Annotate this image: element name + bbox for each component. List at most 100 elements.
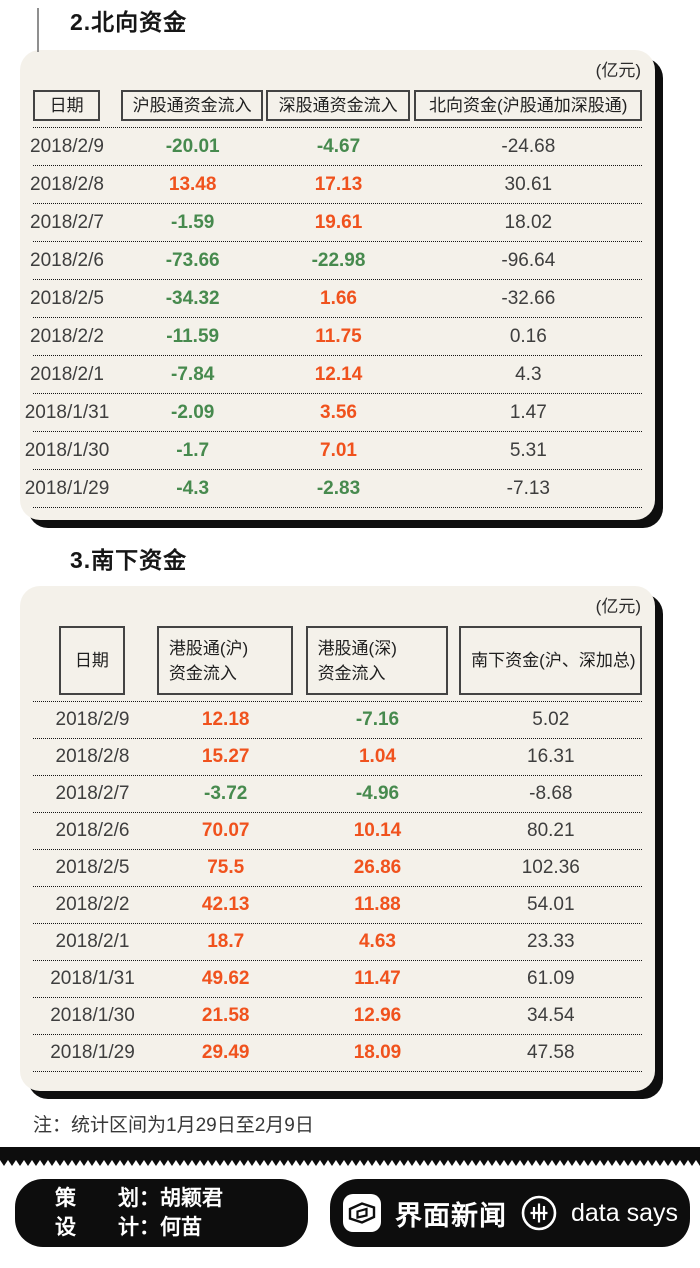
value-cell: 11.75 [315, 325, 362, 347]
value-cell: 16.31 [527, 746, 575, 767]
tear-divider-bar [0, 1147, 700, 1160]
value-cell: 10.14 [353, 820, 402, 841]
date-cell: 2018/2/1 [55, 931, 130, 952]
table-row: 2018/2/6 70.07 10.14 80.21 [33, 813, 642, 850]
northbound-table: 日期 沪股通资金流入 深股通资金流入 北向资金(沪股通加深股通) 2018/2/9 -20… [24, 90, 643, 508]
table-row: 2018/2/1 -7.84 12.14 4.3 [30, 356, 642, 394]
value-cell: 47.58 [527, 1042, 575, 1063]
table-row: 2018/1/31 49.62 11.47 61.09 [33, 961, 642, 998]
southbound-table-card: (亿元) 日期 港股通(沪) 资金流入 港股通(深) 资金流入 南下资金(沪、深加总) 20… [20, 586, 655, 1091]
date-cell: 2018/2/7 [30, 211, 104, 233]
table-row: 2018/2/1 18.7 4.63 23.33 [33, 924, 642, 961]
value-cell: 102.36 [521, 857, 580, 878]
date-cell: 2018/2/8 [30, 173, 104, 195]
northbound-table-card: (亿元) 日期 沪股通资金流入 深股通资金流入 北向资金(沪股通加深股通) 2018/2… [20, 50, 655, 520]
column-header: 深股通资金流入 [265, 90, 411, 121]
value-cell: -24.68 [501, 135, 556, 157]
value-cell: 12.96 [353, 1005, 402, 1026]
footnote: 注：统计区间为1月29日至2月9日 [33, 1115, 314, 1136]
date-cell: 2018/2/8 [55, 746, 130, 767]
brand-name: 界面新闻 [394, 1200, 507, 1231]
date-cell: 2018/1/29 [50, 1042, 135, 1063]
value-cell: 3.56 [320, 401, 357, 423]
value-cell: -1.59 [171, 211, 215, 233]
table-row: 2018/2/8 15.27 1.04 16.31 [33, 739, 642, 776]
value-cell: 61.09 [527, 968, 575, 989]
value-cell: 70.07 [201, 820, 250, 841]
table-row: 2018/2/2 -11.59 11.75 0.16 [30, 318, 642, 356]
date-cell: 2018/2/5 [55, 857, 130, 878]
value-cell: 26.86 [353, 857, 402, 878]
value-cell: -32.66 [501, 287, 556, 309]
data-says-logo-icon [521, 1195, 557, 1231]
date-cell: 2018/2/7 [55, 783, 130, 804]
column-header: 沪股通资金流入 [121, 90, 263, 121]
date-cell: 2018/2/9 [30, 135, 104, 157]
southbound-table: 日期 港股通(沪) 资金流入 港股通(深) 资金流入 南下资金(沪、深加总) 2018/2/… [33, 626, 642, 1072]
table-row: 2018/2/7 -3.72 -4.96 -8.68 [33, 776, 642, 813]
value-cell: -96.64 [501, 249, 556, 271]
column-header: 南下资金(沪、深加总) [459, 626, 642, 695]
value-cell: 75.5 [207, 857, 245, 878]
section-title-northbound: 2.北向资金 [70, 9, 188, 35]
value-cell: -7.13 [506, 477, 550, 499]
value-cell: 23.33 [527, 931, 575, 952]
table-row: 2018/1/29 -4.3 -2.83 -7.13 [24, 470, 642, 508]
value-cell: 4.63 [358, 931, 396, 952]
data-says-label: data says [570, 1198, 678, 1227]
value-cell: -2.83 [316, 477, 361, 499]
table-row: 2018/2/5 -34.32 1.66 -32.66 [30, 280, 642, 318]
tear-divider [0, 1147, 700, 1167]
value-cell: 34.54 [527, 1005, 575, 1026]
value-cell: -22.98 [311, 249, 366, 271]
unit-label: (亿元) [595, 597, 641, 616]
date-cell: 2018/1/30 [50, 1005, 135, 1026]
value-cell: 4.3 [515, 363, 542, 385]
value-cell: 11.47 [354, 968, 401, 989]
value-cell: -4.67 [316, 135, 361, 157]
value-cell: -11.59 [166, 325, 220, 347]
date-cell: 2018/1/31 [24, 401, 110, 423]
decorative-vertical-line [37, 8, 39, 52]
value-cell: 5.02 [532, 709, 570, 730]
table-row: 2018/2/2 42.13 11.88 54.01 [33, 887, 642, 924]
value-cell: -3.72 [204, 783, 248, 804]
table-row: 2018/2/8 13.48 17.13 30.61 [30, 166, 642, 204]
table-row: 2018/1/30 -1.7 7.01 5.31 [25, 432, 642, 470]
table-row: 2018/2/9 -20.01 -4.67 -24.68 [30, 128, 642, 166]
column-header: 港股通(沪) 资金流入 [156, 626, 293, 695]
date-cell: 2018/1/29 [24, 477, 110, 499]
value-cell: 18.09 [353, 1042, 402, 1063]
date-cell: 2018/2/2 [55, 894, 130, 915]
date-cell: 2018/2/5 [30, 287, 104, 309]
value-cell: 42.13 [201, 894, 250, 915]
table-header-row: 日期 沪股通资金流入 深股通资金流入 北向资金(沪股通加深股通) [33, 90, 643, 128]
value-cell: 13.48 [168, 173, 217, 195]
date-cell: 2018/2/1 [30, 363, 104, 385]
value-cell: 18.02 [504, 211, 553, 233]
footer: 策 划：胡颖君 设 计：何苗 界面新闻 data says [15, 1179, 700, 1247]
date-cell: 2018/2/2 [30, 325, 104, 347]
value-cell: 1.04 [358, 746, 396, 767]
value-cell: -4.3 [176, 477, 210, 499]
table-row: 2018/2/6 -73.66 -22.98 -96.64 [30, 242, 642, 280]
column-header: 北向资金(沪股通加深股通) [414, 90, 643, 121]
value-cell: 11.88 [354, 894, 401, 915]
value-cell: 80.21 [527, 820, 575, 841]
unit-label: (亿元) [595, 61, 641, 80]
date-cell: 2018/2/9 [55, 709, 130, 730]
table-row: 2018/1/30 21.58 12.96 34.54 [33, 998, 642, 1035]
value-cell: -73.66 [165, 249, 220, 271]
value-cell: -7.84 [171, 363, 215, 385]
table-row: 2018/1/31 -2.09 3.56 1.47 [24, 394, 642, 432]
value-cell: 30.61 [504, 173, 553, 195]
tear-divider-sawtooth-edge [0, 1160, 700, 1167]
credit-designer: 设 计：何苗 [55, 1216, 202, 1239]
table-row: 2018/1/29 29.49 18.09 47.58 [33, 1035, 642, 1072]
value-cell: 1.66 [320, 287, 357, 309]
table-row: 2018/2/9 12.18 -7.16 5.02 [33, 702, 642, 739]
value-cell: -20.01 [165, 135, 220, 157]
credits-pill: 策 划：胡颖君 设 计：何苗 [15, 1179, 308, 1247]
date-cell: 2018/2/6 [55, 820, 130, 841]
value-cell: 29.49 [201, 1042, 250, 1063]
